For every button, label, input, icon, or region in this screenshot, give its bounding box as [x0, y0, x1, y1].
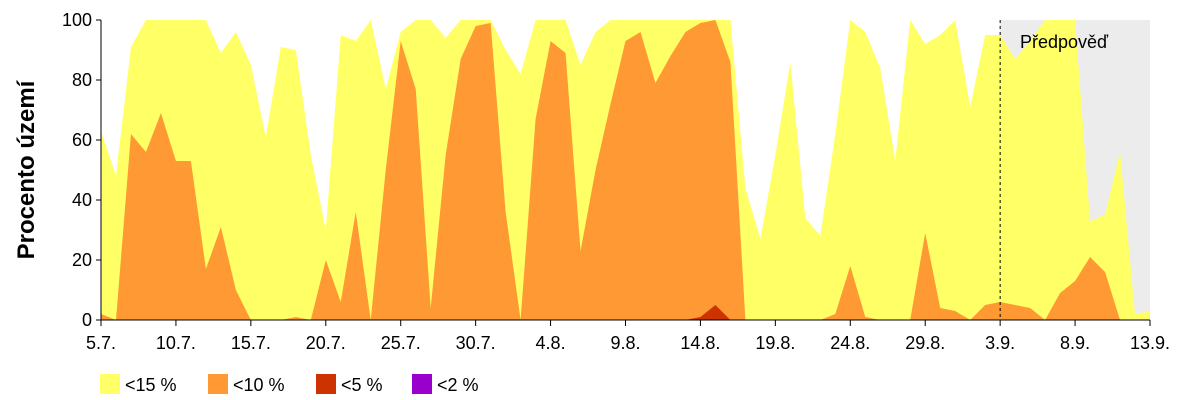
- legend-label: <5 %: [341, 375, 383, 395]
- legend-label: <15 %: [125, 375, 177, 395]
- x-tick-label: 13.9.: [1130, 333, 1170, 353]
- x-tick-label: 8.9.: [1060, 333, 1090, 353]
- x-tick-label: 20.7.: [306, 333, 346, 353]
- y-tick-label: 0: [82, 310, 92, 330]
- forecast-label: Předpověď: [1020, 32, 1109, 52]
- series-area-2: [101, 20, 1150, 320]
- x-tick-label: 14.8.: [680, 333, 720, 353]
- x-tick-label: 9.8.: [610, 333, 640, 353]
- y-tick-label: 80: [72, 70, 92, 90]
- x-tick-label: 4.8.: [536, 333, 566, 353]
- legend-swatch: [100, 374, 120, 394]
- x-tick-label: 25.7.: [381, 333, 421, 353]
- x-tick-label: 30.7.: [456, 333, 496, 353]
- legend-swatch: [412, 374, 432, 394]
- y-tick-label: 60: [72, 130, 92, 150]
- y-tick-label: 20: [72, 250, 92, 270]
- x-tick-label: 5.7.: [86, 333, 116, 353]
- x-tick-label: 19.8.: [755, 333, 795, 353]
- x-tick-label: 29.8.: [905, 333, 945, 353]
- x-tick-label: 3.9.: [985, 333, 1015, 353]
- x-tick-label: 24.8.: [830, 333, 870, 353]
- legend-swatch: [316, 374, 336, 394]
- y-tick-label: 40: [72, 190, 92, 210]
- y-tick-label: 100: [62, 10, 92, 30]
- y-axis-title: Procento území: [13, 79, 40, 259]
- legend-label: <2 %: [437, 375, 479, 395]
- legend-label: <10 %: [233, 375, 285, 395]
- legend-swatch: [208, 374, 228, 394]
- x-tick-label: 10.7.: [156, 333, 196, 353]
- x-tick-label: 15.7.: [231, 333, 271, 353]
